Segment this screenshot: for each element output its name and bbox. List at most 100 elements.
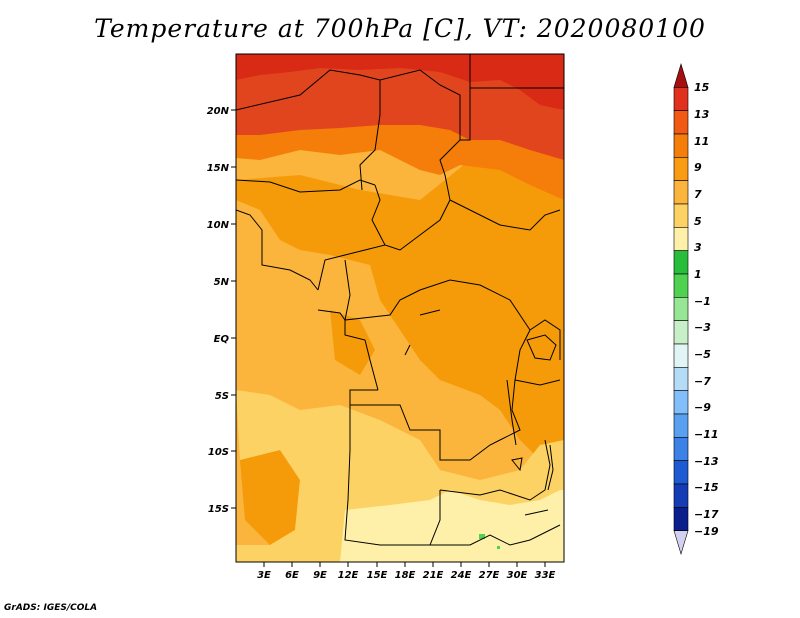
border-car bbox=[344, 259, 531, 331]
colorbar-cell bbox=[673, 180, 689, 205]
colorbar-label-minus15: −15 bbox=[694, 481, 719, 494]
lon-label-15e: 15E bbox=[367, 570, 388, 581]
lon-label-24e: 24E bbox=[451, 570, 472, 581]
colorbar-cell bbox=[673, 227, 689, 251]
field-spot-green-2 bbox=[497, 546, 500, 549]
map-frame bbox=[235, 53, 565, 563]
lat-label-15n: 15N bbox=[207, 163, 230, 174]
colorbar-cell bbox=[673, 367, 689, 391]
colorbar-label-minus13: −13 bbox=[694, 455, 719, 468]
colorbar-cell bbox=[673, 250, 689, 275]
lon-label-27e: 27E bbox=[479, 570, 500, 581]
lon-label-6e: 6E bbox=[285, 570, 299, 581]
country-borders bbox=[236, 54, 564, 546]
colorbar-label-7: 7 bbox=[694, 188, 702, 201]
colorbar-cell bbox=[673, 530, 689, 556]
lat-label-5n: 5N bbox=[214, 277, 230, 288]
colorbar-label-minus5: −5 bbox=[694, 348, 711, 361]
lon-label-9e: 9E bbox=[313, 570, 327, 581]
lat-label-20n: 20N bbox=[207, 106, 230, 117]
colorbar-label-15: 15 bbox=[694, 81, 710, 94]
colorbar-label-13: 13 bbox=[694, 108, 710, 121]
field-band-15-plus bbox=[236, 54, 564, 110]
colorbar: 15 13 11 9 7 5 3 1 −1 −3 −5 −7 −9 −11 −1… bbox=[673, 62, 719, 556]
lon-axis: 3E 6E 9E 12E 15E 18E 21E 24E 27E 30E 33E bbox=[257, 562, 556, 581]
colorbar-labels: 15 13 11 9 7 5 3 1 −1 −3 −5 −7 −9 −11 −1… bbox=[694, 81, 719, 538]
colorbar-cell bbox=[673, 62, 689, 88]
field-spot-green bbox=[479, 534, 485, 539]
lake-mweru bbox=[511, 457, 523, 472]
lat-label-10n: 10N bbox=[207, 220, 230, 231]
colorbar-cell bbox=[673, 273, 689, 298]
temperature-field bbox=[236, 54, 564, 562]
colorbar-label-11: 11 bbox=[694, 135, 709, 148]
colorbar-label-minus19: −19 bbox=[694, 525, 719, 538]
colorbar-cell bbox=[673, 437, 689, 461]
border-libya bbox=[379, 69, 461, 140]
colorbar-label-minus3: −3 bbox=[694, 321, 711, 334]
colorbar-cell bbox=[673, 320, 689, 345]
grads-credit: GrADS: IGES/COLA bbox=[4, 603, 98, 613]
colorbar-cell bbox=[673, 460, 689, 485]
border-drc-east bbox=[499, 329, 531, 441]
colorbar-cell bbox=[673, 507, 689, 531]
border-sudan bbox=[449, 199, 561, 231]
colorbar-cell bbox=[673, 343, 689, 368]
border-drc-angola bbox=[349, 389, 501, 461]
border-egypt-sudan bbox=[460, 54, 471, 141]
field-pocket-congo bbox=[330, 310, 375, 375]
colorbar-label-3: 3 bbox=[694, 241, 702, 254]
border-malawi bbox=[544, 439, 551, 491]
lat-label-eq: EQ bbox=[214, 334, 230, 345]
lon-label-30e: 30E bbox=[507, 570, 528, 581]
colorbar-label-minus9: −9 bbox=[694, 401, 711, 414]
lon-label-3e: 3E bbox=[257, 570, 271, 581]
lon-label-18e: 18E bbox=[395, 570, 416, 581]
colorbar-cells bbox=[673, 62, 689, 556]
field-pocket-angola bbox=[240, 450, 300, 545]
lon-label-33e: 33E bbox=[535, 570, 556, 581]
colorbar-cell bbox=[673, 87, 689, 111]
border-sahel bbox=[236, 179, 376, 193]
colorbar-cell bbox=[673, 390, 689, 415]
field-band-9-11 bbox=[236, 160, 564, 470]
colorbar-label-5: 5 bbox=[694, 215, 702, 228]
lat-axis: 20N 15N 10N 5N EQ 5S 10S 15S bbox=[207, 106, 236, 515]
lake-kariba bbox=[524, 509, 549, 516]
colorbar-cell bbox=[673, 483, 689, 508]
border-rwanda-tanzania bbox=[514, 379, 561, 386]
colorbar-label-minus7: −7 bbox=[694, 375, 711, 388]
colorbar-cell bbox=[673, 110, 689, 135]
colorbar-cell bbox=[673, 203, 689, 228]
lat-label-5s: 5S bbox=[215, 391, 229, 402]
border-south bbox=[430, 524, 561, 546]
river-congo-2 bbox=[404, 344, 411, 356]
colorbar-label-minus1: −1 bbox=[694, 295, 711, 308]
lake-tanganyika bbox=[506, 379, 517, 446]
lake-malawi bbox=[547, 444, 554, 491]
border-west-africa bbox=[236, 209, 319, 291]
lon-label-21e: 21E bbox=[423, 570, 444, 581]
colorbar-label-9: 9 bbox=[694, 161, 702, 174]
colorbar-cell bbox=[673, 133, 689, 158]
colorbar-cell bbox=[673, 297, 689, 321]
border-gabon-congo bbox=[317, 309, 379, 391]
river-congo-1 bbox=[419, 309, 441, 316]
lat-label-15s: 15S bbox=[208, 504, 229, 515]
border-nigeria bbox=[317, 244, 386, 291]
lake-victoria bbox=[526, 334, 557, 361]
lon-label-12e: 12E bbox=[338, 570, 359, 581]
border-angola-namibia bbox=[344, 405, 441, 546]
map-title: Temperature at 700hPa [C], VT: 202008010… bbox=[94, 14, 706, 43]
border-uganda-kenya bbox=[529, 319, 561, 360]
colorbar-cell bbox=[673, 413, 689, 438]
colorbar-label-1: 1 bbox=[694, 268, 702, 281]
border-zambia bbox=[439, 489, 546, 501]
colorbar-label-minus11: −11 bbox=[694, 428, 719, 441]
lat-label-10s: 10S bbox=[208, 447, 229, 458]
border-chad bbox=[371, 139, 461, 251]
lakes bbox=[404, 309, 557, 516]
colorbar-label-minus17: −17 bbox=[694, 508, 719, 521]
colorbar-cell bbox=[673, 157, 689, 181]
